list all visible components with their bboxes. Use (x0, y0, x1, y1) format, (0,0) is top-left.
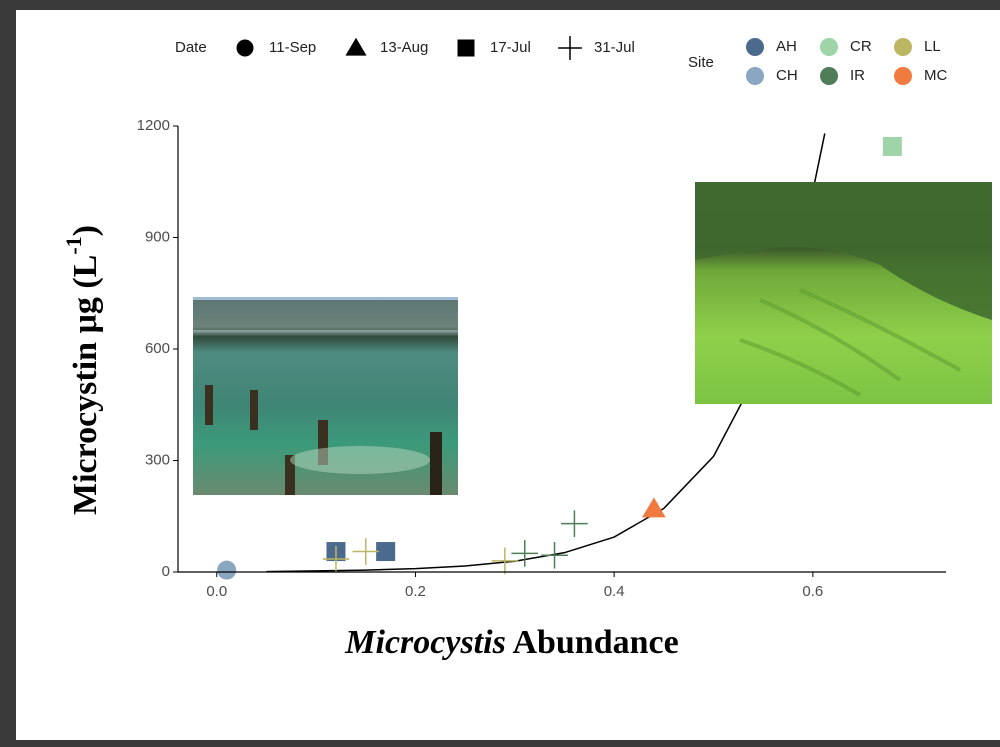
data-point (217, 561, 236, 580)
photo-inset (193, 297, 458, 495)
legend-marker (458, 40, 475, 57)
legend-label: LL (924, 38, 941, 55)
legend-marker (746, 38, 764, 56)
legend-label: IR (850, 67, 865, 84)
legend-marker (746, 67, 764, 85)
legend-label: CR (850, 38, 872, 55)
legend-label: CH (776, 67, 798, 84)
data-point (561, 510, 588, 537)
legend-marker (820, 38, 838, 56)
legend-marker (820, 67, 838, 85)
data-point (492, 548, 519, 575)
legend-marker (345, 38, 366, 56)
legend-marker (558, 36, 582, 60)
y-axis-title-close: ) (67, 225, 104, 236)
legend-title: Date (175, 39, 207, 56)
photo-inset (695, 182, 992, 404)
legend-marker (894, 38, 912, 56)
legend-title: Site (688, 54, 714, 71)
legend-label: 11-Sep (269, 39, 316, 56)
x-tick-label: 0.2 (405, 583, 426, 600)
chart: 0 300 600 900 1200 0.0 0.2 0.4 0.6 Microcystin μ… (0, 0, 1000, 747)
x-tick-label: 0.0 (206, 583, 227, 600)
y-axis-title: Microcystin μg (L-1) (61, 225, 104, 515)
legend-label: 31-Jul (594, 39, 635, 56)
data-point (642, 497, 666, 517)
data-point (541, 542, 568, 569)
data-point (511, 540, 538, 567)
legend-label: MC (924, 67, 947, 84)
x-axis-title: Microcystis Abundance (344, 624, 678, 661)
y-tick-label: 900 (145, 228, 170, 245)
legend-marker (894, 67, 912, 85)
x-axis-title-italic: Microcystis (344, 624, 506, 661)
y-axis-title-text: Microcystin μg (L (67, 255, 104, 515)
y-tick-label: 0 (162, 563, 170, 580)
legend-label: 17-Jul (490, 39, 531, 56)
legend-label: AH (776, 38, 797, 55)
y-axis-title-superscript: -1 (61, 236, 86, 254)
x-tick-label: 0.6 (802, 583, 823, 600)
legend-label: 13-Aug (380, 39, 428, 56)
x-tick-label: 0.4 (604, 583, 625, 600)
y-tick-label: 300 (145, 451, 170, 468)
x-axis-title-text: Abundance (512, 624, 678, 661)
data-point (883, 137, 902, 156)
data-point (352, 538, 379, 565)
y-tick-label: 1200 (137, 117, 170, 134)
y-tick-label: 600 (145, 340, 170, 357)
legend-marker (237, 40, 254, 57)
